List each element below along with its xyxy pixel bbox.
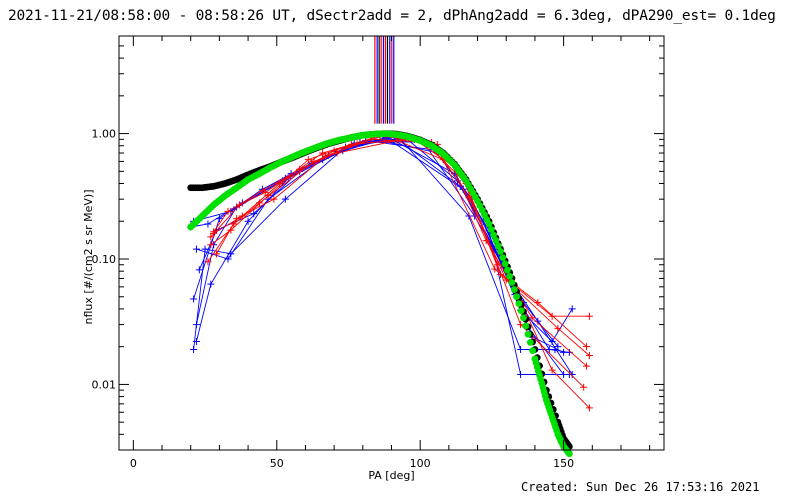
y-axis-title: nflux [#/(cm2 s sr MeV)]	[82, 190, 95, 325]
y-tick-label: 0.10	[92, 253, 117, 266]
x-tick-label: 50	[270, 457, 284, 470]
x-tick-label: 100	[410, 457, 431, 470]
series-marker	[201, 245, 209, 253]
x-tick-label: 150	[553, 457, 574, 470]
created-timestamp: Created: Sun Dec 26 17:53:16 2021	[521, 480, 760, 494]
series-marker	[210, 229, 218, 237]
model-green-curve-point	[508, 279, 516, 286]
series-marker	[213, 250, 221, 258]
x-tick-label: 0	[130, 457, 137, 470]
series-marker	[528, 314, 536, 322]
series-marker	[560, 348, 568, 356]
series-marker	[204, 220, 212, 228]
vertical-lines-layer	[374, 36, 395, 124]
model-green-curve	[187, 130, 573, 458]
series-marker	[585, 312, 593, 320]
model-green-curve-point	[506, 272, 514, 280]
axes-layer: 0 50 100 150 0.01 0.10 1.00 PA [deg] nflux [#/(c…	[82, 35, 665, 482]
model-green-curve-point	[497, 247, 504, 255]
model-green-curve-point	[513, 293, 520, 300]
x-axis-title: PA [deg]	[368, 469, 414, 482]
series-marker	[227, 226, 235, 234]
series-red-10	[204, 135, 593, 320]
series-blue-2	[192, 135, 573, 356]
model-green-curve-point	[485, 220, 493, 228]
model-green-curve-point	[490, 231, 498, 239]
series-marker	[227, 250, 235, 258]
y-tick-label: 0.01	[92, 378, 117, 391]
model-green-curve-point	[529, 347, 537, 355]
series-marker	[261, 188, 269, 196]
series-blue-0	[190, 134, 576, 345]
series-marker	[583, 343, 591, 351]
series-marker	[204, 258, 212, 266]
model-green-curve-point	[492, 237, 500, 244]
series-marker	[568, 305, 576, 313]
series-marker	[238, 212, 246, 220]
series-marker	[554, 343, 562, 351]
series-marker	[517, 370, 525, 378]
series-layer	[187, 130, 593, 458]
model-green-curve-point	[501, 260, 509, 268]
model-green-curve-point	[503, 266, 511, 274]
series-marker	[207, 233, 215, 241]
series-marker	[258, 187, 266, 195]
series-marker	[276, 180, 284, 187]
series-marker	[548, 312, 556, 320]
series-blue-3	[192, 133, 568, 378]
series-marker	[250, 210, 258, 218]
series-marker	[548, 366, 556, 374]
series-line	[216, 138, 590, 356]
series-marker	[192, 245, 200, 253]
series-blue-4	[190, 135, 559, 353]
series-marker	[565, 370, 573, 378]
model-green-curve-point	[522, 322, 530, 330]
series-marker	[190, 345, 198, 353]
series-marker	[224, 207, 232, 215]
series-marker	[580, 383, 588, 391]
series-marker	[192, 321, 200, 329]
model-green-curve-point	[494, 242, 502, 250]
series-blue-7	[187, 138, 562, 351]
series-marker	[304, 156, 312, 164]
model-green-curve-point	[510, 286, 518, 293]
series-marker	[195, 266, 203, 274]
model-green-curve-point	[499, 254, 507, 262]
model-green-curve-point	[515, 300, 523, 308]
series-blue-6	[192, 134, 568, 356]
series-line	[210, 135, 590, 409]
model-green-curve-point	[520, 314, 527, 322]
chart-title: 2021-11-21/08:58:00 - 08:58:26 UT, dSect…	[8, 8, 776, 24]
series-marker	[585, 352, 593, 360]
series-marker	[554, 324, 562, 332]
series-marker	[270, 195, 278, 203]
series-marker	[583, 362, 591, 370]
series-marker	[491, 265, 499, 273]
series-marker	[585, 404, 593, 412]
series-marker	[207, 280, 215, 288]
series-marker	[494, 261, 502, 269]
series-line	[196, 138, 570, 353]
model-green-curve-point	[526, 339, 534, 346]
y-tick-label: 1.00	[92, 128, 117, 141]
model-green-curve-point	[565, 450, 573, 458]
series-marker	[190, 295, 198, 303]
model-green-curve-point	[524, 330, 532, 338]
model-green-curve-point	[517, 307, 525, 315]
series-marker	[319, 149, 327, 157]
model-green-curve-point	[487, 226, 495, 233]
series-marker	[244, 217, 252, 225]
series-marker	[207, 241, 215, 249]
series-marker	[330, 147, 338, 155]
series-marker	[517, 345, 525, 353]
series-marker	[281, 195, 289, 203]
